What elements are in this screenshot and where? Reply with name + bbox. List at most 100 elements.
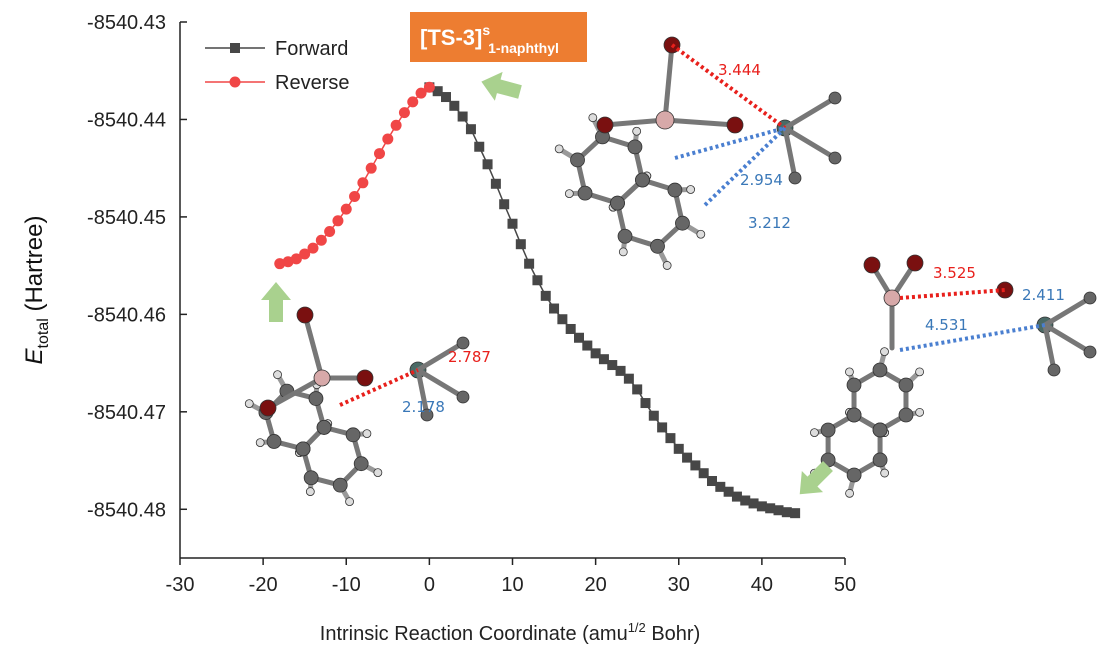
- data-point: [458, 112, 468, 122]
- x-tick-label: 50: [834, 574, 856, 596]
- atom: [847, 408, 861, 422]
- atom: [633, 127, 641, 135]
- data-point: [657, 422, 667, 432]
- data-point: [665, 433, 675, 443]
- atom: [628, 140, 642, 154]
- atom: [668, 183, 682, 197]
- atom: [610, 196, 624, 210]
- x-label-sup: 1/2: [628, 620, 646, 635]
- data-point: [374, 148, 385, 159]
- atom: [354, 457, 368, 471]
- data-point: [474, 142, 484, 152]
- x-tick-label: 40: [751, 574, 773, 596]
- contact-line: [900, 325, 1045, 350]
- data-point: [316, 235, 327, 246]
- atom: [457, 391, 469, 403]
- data-point: [324, 226, 335, 237]
- chart: 3.4442.9543.2123.5252.4114.5312.7872.178…: [0, 0, 1102, 648]
- data-point: [632, 384, 642, 394]
- y-tick-label: -8540.47: [87, 402, 166, 424]
- contact-line: [675, 128, 785, 158]
- data-point: [508, 219, 518, 229]
- atom: [845, 368, 853, 376]
- atom: [374, 469, 382, 477]
- atom: [571, 153, 585, 167]
- x-label: Intrinsic Reaction Coordinate (amu: [320, 623, 628, 645]
- y-tick-label: -8540.46: [87, 304, 166, 326]
- y-label-end: (Hartree): [21, 216, 48, 319]
- x-axis-title: Intrinsic Reaction Coordinate (amu1/2 Bo…: [320, 620, 700, 645]
- atom: [697, 230, 705, 238]
- atom: [916, 368, 924, 376]
- data-point: [549, 304, 559, 314]
- atom: [864, 257, 880, 273]
- data-point: [341, 204, 352, 215]
- distance-label: 2.178: [402, 398, 445, 416]
- atom: [899, 408, 913, 422]
- x-tick-label: 0: [424, 574, 435, 596]
- atom: [296, 442, 310, 456]
- atom: [317, 420, 331, 434]
- atom: [346, 428, 360, 442]
- title-sub: 1-naphthyl: [488, 40, 559, 56]
- atom: [881, 469, 889, 477]
- atom: [846, 489, 854, 497]
- data-point: [641, 398, 651, 408]
- y-label: E: [21, 347, 48, 364]
- atom: [314, 370, 330, 386]
- plot-area: 3.4442.9543.2123.5252.4114.5312.7872.178…: [87, 12, 1065, 596]
- x-tick-label: -20: [249, 574, 278, 596]
- distance-label: 3.525: [933, 264, 976, 282]
- data-point: [649, 411, 659, 421]
- x-tick-label: 10: [501, 574, 523, 596]
- data-point: [566, 324, 576, 334]
- atom: [363, 430, 371, 438]
- x-tick-label: 30: [668, 574, 690, 596]
- distance-label: 2.954: [740, 171, 783, 189]
- data-point: [483, 159, 493, 169]
- bond: [665, 45, 672, 120]
- atom: [907, 255, 923, 271]
- data-point: [407, 96, 418, 107]
- contact-line: [672, 45, 785, 128]
- data-point: [499, 199, 509, 209]
- data-point: [524, 259, 534, 269]
- y-label-sub: total: [35, 318, 52, 348]
- data-point: [357, 177, 368, 188]
- legend-marker: [230, 77, 241, 88]
- data-point: [366, 163, 377, 174]
- data-point: [349, 191, 360, 202]
- atom: [635, 173, 649, 187]
- atom: [847, 468, 861, 482]
- bond: [665, 120, 735, 125]
- x-label-end: Bohr): [646, 623, 700, 645]
- atom: [847, 378, 861, 392]
- atom: [304, 471, 318, 485]
- data-point: [790, 508, 800, 518]
- legend-label: Reverse: [275, 72, 349, 94]
- atom: [873, 423, 887, 437]
- atom: [256, 439, 264, 447]
- atom: [245, 400, 253, 408]
- data-point: [441, 92, 451, 102]
- atom: [555, 145, 563, 153]
- title-main: [TS-3]: [420, 25, 482, 50]
- atom: [1084, 346, 1096, 358]
- data-point: [332, 215, 343, 226]
- atom: [899, 378, 913, 392]
- atom: [274, 371, 282, 379]
- atom: [916, 408, 924, 416]
- title-sup: s: [482, 22, 490, 38]
- atom: [589, 114, 597, 122]
- y-tick-label: -8540.45: [87, 207, 166, 229]
- data-point: [466, 124, 476, 134]
- x-tick-label: -10: [332, 574, 361, 596]
- distance-label: 2.411: [1022, 286, 1065, 304]
- y-tick-label: -8540.44: [87, 109, 166, 131]
- data-point: [624, 374, 634, 384]
- x-tick-label: 20: [585, 574, 607, 596]
- y-tick-label: -8540.43: [87, 12, 166, 34]
- y-tick-label: -8540.48: [87, 499, 166, 521]
- data-point: [557, 314, 567, 324]
- bond: [305, 315, 322, 378]
